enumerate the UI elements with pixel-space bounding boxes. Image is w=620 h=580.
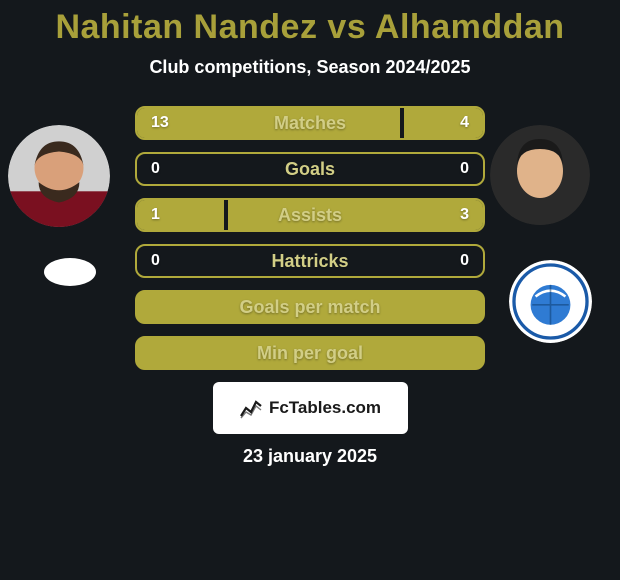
stat-value-left: 1	[151, 206, 160, 224]
stat-row: Assists 1 3	[135, 198, 485, 232]
stat-row: Goals per match	[135, 290, 485, 324]
player2-club-logo	[509, 260, 592, 343]
stat-value-right: 4	[460, 114, 469, 132]
stat-label: Goals	[285, 159, 335, 180]
brand-text: FcTables.com	[269, 398, 381, 418]
stat-label: Assists	[278, 205, 342, 226]
stat-label: Matches	[274, 113, 346, 134]
comparison-infographic: Nahitan Nandez vs Alhamddan Club competi…	[0, 0, 620, 580]
stat-row: Min per goal	[135, 336, 485, 370]
page-title: Nahitan Nandez vs Alhamddan	[0, 8, 620, 47]
stat-label: Min per goal	[257, 343, 363, 364]
subtitle: Club competitions, Season 2024/2025	[0, 57, 620, 78]
brand-chart-icon	[239, 396, 263, 420]
stat-label: Hattricks	[271, 251, 348, 272]
infographic-date: 23 january 2025	[0, 446, 620, 467]
stats-table: Matches134Goals00Assists13Hattricks00Goa…	[135, 106, 485, 370]
stat-label: Goals per match	[239, 297, 380, 318]
brand-badge: FcTables.com	[213, 382, 408, 434]
stat-row: Matches 13 4	[135, 106, 485, 140]
stat-value-right: 0	[460, 252, 469, 270]
player2-avatar	[490, 125, 590, 225]
stat-value-right: 3	[460, 206, 469, 224]
stat-value-right: 0	[460, 160, 469, 178]
stat-row: Hattricks 0 0	[135, 244, 485, 278]
stat-row: Goals 0 0	[135, 152, 485, 186]
stat-value-left: 0	[151, 252, 160, 270]
player1-avatar	[8, 125, 110, 227]
stat-value-left: 13	[151, 114, 169, 132]
stat-value-left: 0	[151, 160, 160, 178]
player1-club-logo	[44, 258, 96, 286]
